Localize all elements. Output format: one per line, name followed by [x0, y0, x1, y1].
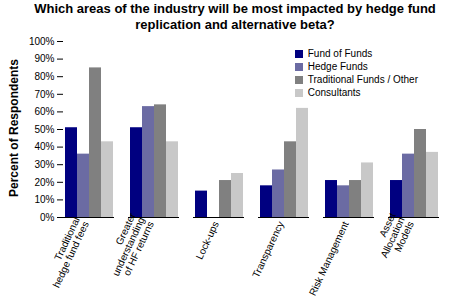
svg-text:10%: 10%	[34, 194, 54, 205]
svg-text:30%: 30%	[34, 159, 54, 170]
html-text:Percent of Respondents: Percent of Respondents	[7, 59, 21, 197]
svg-text:Greaterunderstandingof HF retu: Greaterunderstandingof HF returns	[101, 211, 156, 282]
svg-text:100%: 100%	[29, 36, 55, 47]
svg-text:Lock-ups: Lock-ups	[194, 220, 221, 261]
svg-text:70%: 70%	[34, 89, 54, 100]
svg-text:60%: 60%	[34, 106, 54, 117]
svg-text:90%: 90%	[34, 53, 54, 64]
svg-text:Risk Management: Risk Management	[307, 219, 351, 297]
svg-text:AssetAllocationModels: AssetAllocationModels	[369, 211, 416, 264]
svg-text:40%: 40%	[34, 141, 54, 152]
html-text:Fund of Funds: Fund of Funds	[307, 48, 373, 59]
svg-text:Transparency: Transparency	[250, 220, 286, 280]
svg-text:50%: 50%	[34, 124, 54, 135]
svg-text:80%: 80%	[34, 71, 54, 82]
svg-text:20%: 20%	[34, 177, 54, 188]
html-text:Traditional Funds / Other: Traditional Funds / Other	[307, 74, 418, 85]
html-text:Consultants: Consultants	[307, 87, 361, 98]
svg-text:0%: 0%	[40, 212, 55, 223]
html-text:Hedge Funds: Hedge Funds	[307, 61, 368, 72]
html-text:Which areas of the industry wi: Which areas of the industry will be most…	[34, 1, 436, 32]
svg-text:Traditionalhedge fund fees: Traditionalhedge fund fees	[41, 215, 90, 289]
